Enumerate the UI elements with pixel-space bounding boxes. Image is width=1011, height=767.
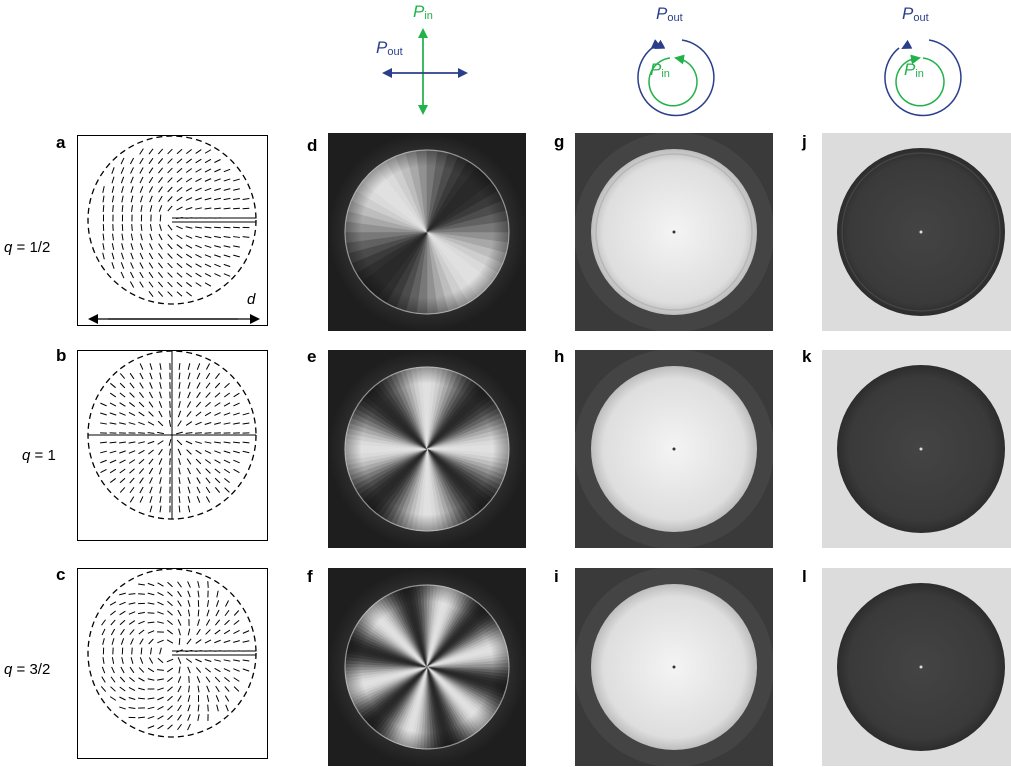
panel-letter-i: i [554,567,559,586]
micrograph-l [822,568,1011,766]
panel-letter-h: h [554,347,565,366]
micrograph-k [822,350,1011,548]
micrograph-d [328,133,526,331]
p-out-label-circular-1: Pout [656,4,683,24]
q-label-row1: q = 1/2 [4,239,51,256]
director-diagram-q-three-halves [77,568,268,759]
circular-polarizers-crossed-icon [873,30,969,120]
circular-polarizers-parallel-icon [626,30,722,120]
p-in-label-linear: Pin [413,2,433,22]
panel-letter-a: a [56,133,66,152]
p-out-label-circular-2: Pout [902,4,929,24]
micrograph-i [575,568,773,766]
panel-letter-j: j [802,132,807,151]
panel-letter-c: c [56,565,66,584]
panel-letter-l: l [802,567,807,586]
micrograph-f [328,568,526,766]
p-in-label-circular-1: Pin [650,60,670,80]
p-out-label-linear: Pout [376,38,403,58]
p-in-label-circular-2: Pin [904,60,924,80]
micrograph-h [575,350,773,548]
panel-letter-k: k [802,347,812,366]
panel-letter-d: d [307,136,318,155]
crossed-linear-polarizers-icon [380,20,480,120]
director-diagram-q-half [77,135,268,326]
director-diagram-q-one [77,350,268,541]
micrograph-j [822,133,1011,331]
panel-letter-g: g [554,132,565,151]
q-label-row2: q = 1 [22,447,56,464]
q-label-row3: q = 3/2 [4,661,51,678]
micrograph-g [575,133,773,331]
panel-letter-e: e [307,347,317,366]
panel-letter-f: f [307,567,313,586]
diameter-label: d [247,291,256,308]
panel-letter-b: b [56,346,67,365]
micrograph-e [328,350,526,548]
